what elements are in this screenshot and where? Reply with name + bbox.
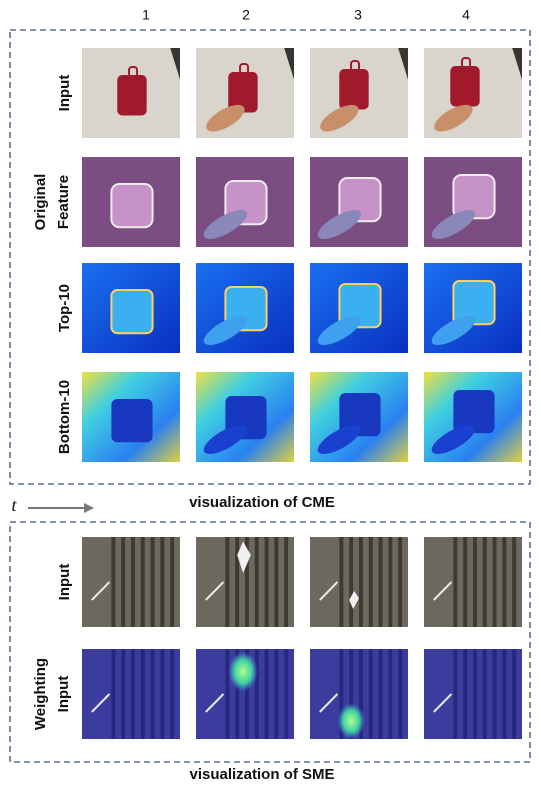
stripe: [151, 649, 155, 739]
thumbnail: [424, 48, 522, 138]
row-label: Input: [56, 564, 73, 601]
stripe: [235, 537, 239, 627]
stripe: [359, 537, 363, 627]
mitt: [111, 184, 152, 227]
mitt: [117, 75, 146, 116]
stripe: [111, 537, 115, 627]
stripe: [160, 649, 164, 739]
blob: [228, 652, 257, 692]
caption: visualization of CME: [189, 494, 335, 511]
stripe: [111, 649, 115, 739]
thumbnail: [310, 372, 408, 462]
stripe: [274, 537, 278, 627]
column-label: 2: [242, 7, 250, 23]
blob: [337, 703, 364, 739]
stripe: [512, 537, 516, 627]
stripe: [388, 649, 392, 739]
stripe: [121, 649, 125, 739]
thumbnail: [82, 157, 180, 247]
thumbnail: [310, 263, 408, 353]
stripe: [131, 649, 135, 739]
stripe: [379, 537, 383, 627]
stripe: [453, 537, 457, 627]
stripe: [483, 649, 487, 739]
stripe: [512, 649, 516, 739]
stripe: [170, 537, 174, 627]
time-arrow-head: [84, 503, 94, 513]
stripe: [121, 537, 125, 627]
row-label: Input: [56, 75, 73, 112]
stripe: [493, 537, 497, 627]
thumbnail: [196, 157, 294, 247]
stripe: [388, 537, 392, 627]
mitt: [450, 66, 479, 107]
row-label: Feature: [55, 175, 72, 229]
stripe: [170, 649, 174, 739]
stripe: [225, 537, 229, 627]
thumbnail: [196, 48, 294, 138]
row-label: Original: [32, 174, 49, 231]
stripe: [493, 649, 497, 739]
mitt: [111, 399, 152, 442]
stripe: [255, 537, 259, 627]
thumbnail: [82, 649, 180, 739]
thumbnail: [82, 372, 180, 462]
column-label: 1: [142, 7, 150, 23]
figure: t visualization of CME visualization of …: [0, 0, 541, 788]
stripe: [265, 537, 269, 627]
thumbnail: [310, 649, 408, 739]
stripe: [274, 649, 278, 739]
mitt: [339, 69, 368, 110]
stripe: [339, 537, 343, 627]
row-label: Input: [55, 676, 72, 713]
stripe: [502, 537, 506, 627]
column-label: 4: [462, 7, 470, 23]
time-label: t: [11, 495, 17, 515]
stripe: [369, 649, 373, 739]
thumbnail: [424, 537, 522, 627]
stripe: [369, 537, 373, 627]
thumbnail: [310, 48, 408, 138]
thumbnail: [196, 372, 294, 462]
stripe: [398, 649, 402, 739]
row-label: Top-10: [56, 284, 73, 332]
row-label: Weighting: [32, 658, 49, 730]
thumbnail: [196, 537, 294, 627]
column-label: 3: [354, 7, 362, 23]
stripe: [284, 649, 288, 739]
stripe: [151, 537, 155, 627]
stripe: [379, 649, 383, 739]
stripe: [265, 649, 269, 739]
thumbnail: [424, 649, 522, 739]
thumbnail: [310, 537, 408, 627]
stripe: [502, 649, 506, 739]
stripe: [398, 537, 402, 627]
thumbnail: [82, 537, 180, 627]
thumbnail: [82, 48, 180, 138]
stripe: [225, 649, 229, 739]
thumbnail: [310, 157, 408, 247]
stripe: [131, 537, 135, 627]
caption: visualization of SME: [189, 766, 334, 783]
stripe: [141, 537, 145, 627]
stripe: [160, 537, 164, 627]
thumbnail: [196, 649, 294, 739]
stripe: [463, 537, 467, 627]
thumbnail: [424, 157, 522, 247]
row-label: Bottom-10: [56, 380, 73, 454]
thumbnail: [196, 263, 294, 353]
thumbnail: [424, 372, 522, 462]
mitt: [111, 290, 152, 333]
thumbnail: [424, 263, 522, 353]
stripe: [141, 649, 145, 739]
stripe: [483, 537, 487, 627]
stripe: [453, 649, 457, 739]
stripe: [463, 649, 467, 739]
stripe: [349, 537, 353, 627]
stripe: [473, 649, 477, 739]
stripe: [284, 537, 288, 627]
thumbnail: [82, 263, 180, 353]
stripe: [473, 537, 477, 627]
